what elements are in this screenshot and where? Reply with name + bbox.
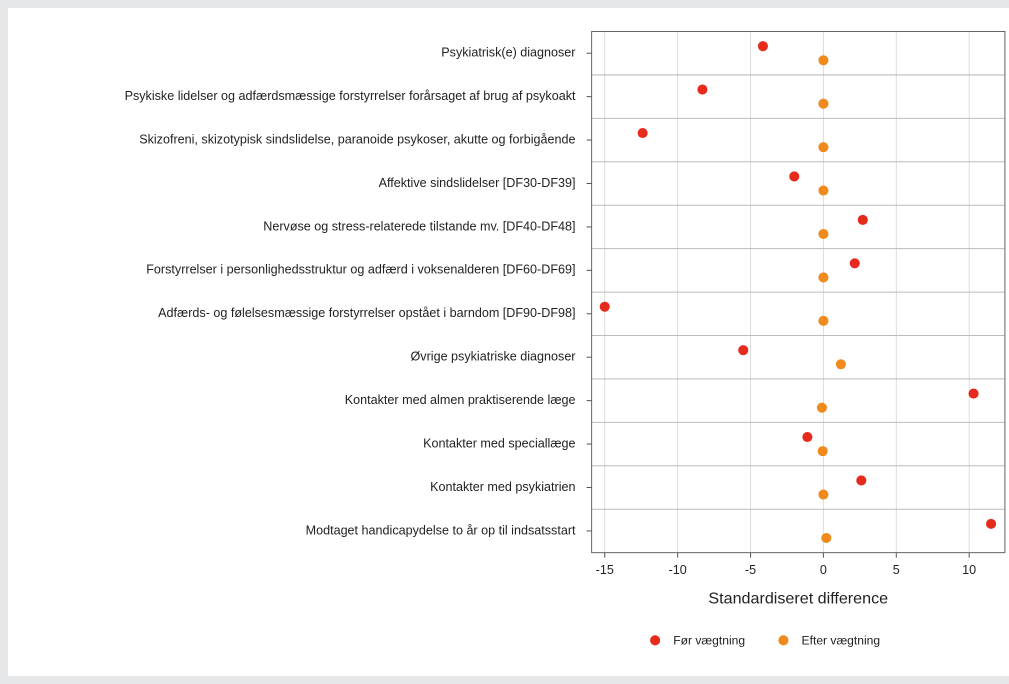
chart: Standardiseret difference -15 -10 -5 0 5 10 Ps…	[125, 31, 1006, 648]
dot	[849, 258, 860, 269]
y-tick-label: Skizofreni, skizotypisk sindslidelse, pa…	[139, 132, 575, 146]
legend-label: Efter vægtning	[802, 634, 881, 648]
dot	[818, 272, 829, 283]
y-tick-label: Øvrige psykiatriske diagnoser	[411, 350, 576, 364]
y-tick-label: Kontakter med speciallæge	[423, 436, 575, 450]
dot	[818, 489, 829, 500]
dot	[757, 41, 768, 52]
legend-marker	[650, 635, 661, 646]
dot	[789, 171, 800, 182]
x-tick-label: 10	[962, 563, 976, 577]
y-tick-label: Nervøse og stress-relaterede tilstande m…	[263, 219, 575, 233]
y-tick-label: Psykiatrisk(e) diagnoser	[441, 46, 575, 60]
x-tick-label: -10	[669, 563, 687, 577]
dot	[968, 388, 979, 399]
dot	[637, 127, 648, 139]
dot	[857, 214, 868, 225]
dot	[856, 475, 867, 486]
x-tick-label: -5	[745, 563, 756, 577]
dot	[818, 142, 829, 153]
dot	[818, 228, 829, 240]
legend-marker	[778, 635, 789, 646]
dot	[599, 301, 610, 312]
y-tick-label: Adfærds- og følelsesmæssige forstyrrelse…	[158, 306, 575, 320]
dot	[697, 84, 708, 95]
y-tick-label: Kontakter med almen praktiserende læge	[345, 393, 576, 407]
x-tick-label: 5	[893, 563, 900, 577]
y-tick-label: Forstyrrelser i personlighedsstruktur og…	[146, 263, 575, 277]
dot	[816, 402, 827, 413]
dot	[835, 359, 846, 370]
dot	[818, 55, 829, 66]
x-tick-label: 0	[820, 563, 827, 577]
y-tick-label: Psykiske lidelser og adfærdsmæssige fors…	[125, 89, 576, 103]
y-tick-label: Kontakter med psykiatrien	[430, 480, 575, 494]
y-tick-label: Modtaget handicapydelse to år op til ind…	[306, 523, 576, 537]
x-axis-label: Standardiseret difference	[708, 589, 888, 607]
dot	[802, 431, 813, 443]
dot	[986, 518, 997, 529]
x-tick-label: -15	[596, 563, 614, 577]
dot	[818, 98, 829, 109]
dot	[821, 532, 832, 544]
legend-label: Før vægtning	[673, 634, 745, 648]
dot	[817, 446, 828, 457]
y-tick-label: Affektive sindslidelser [DF30-DF39]	[379, 176, 576, 190]
dot	[738, 345, 749, 356]
dot	[818, 315, 829, 326]
page: Standardiseret difference -15 -10 -5 0 5 10 Ps…	[8, 8, 1009, 676]
dot	[818, 185, 829, 196]
plot-border	[591, 31, 1006, 554]
